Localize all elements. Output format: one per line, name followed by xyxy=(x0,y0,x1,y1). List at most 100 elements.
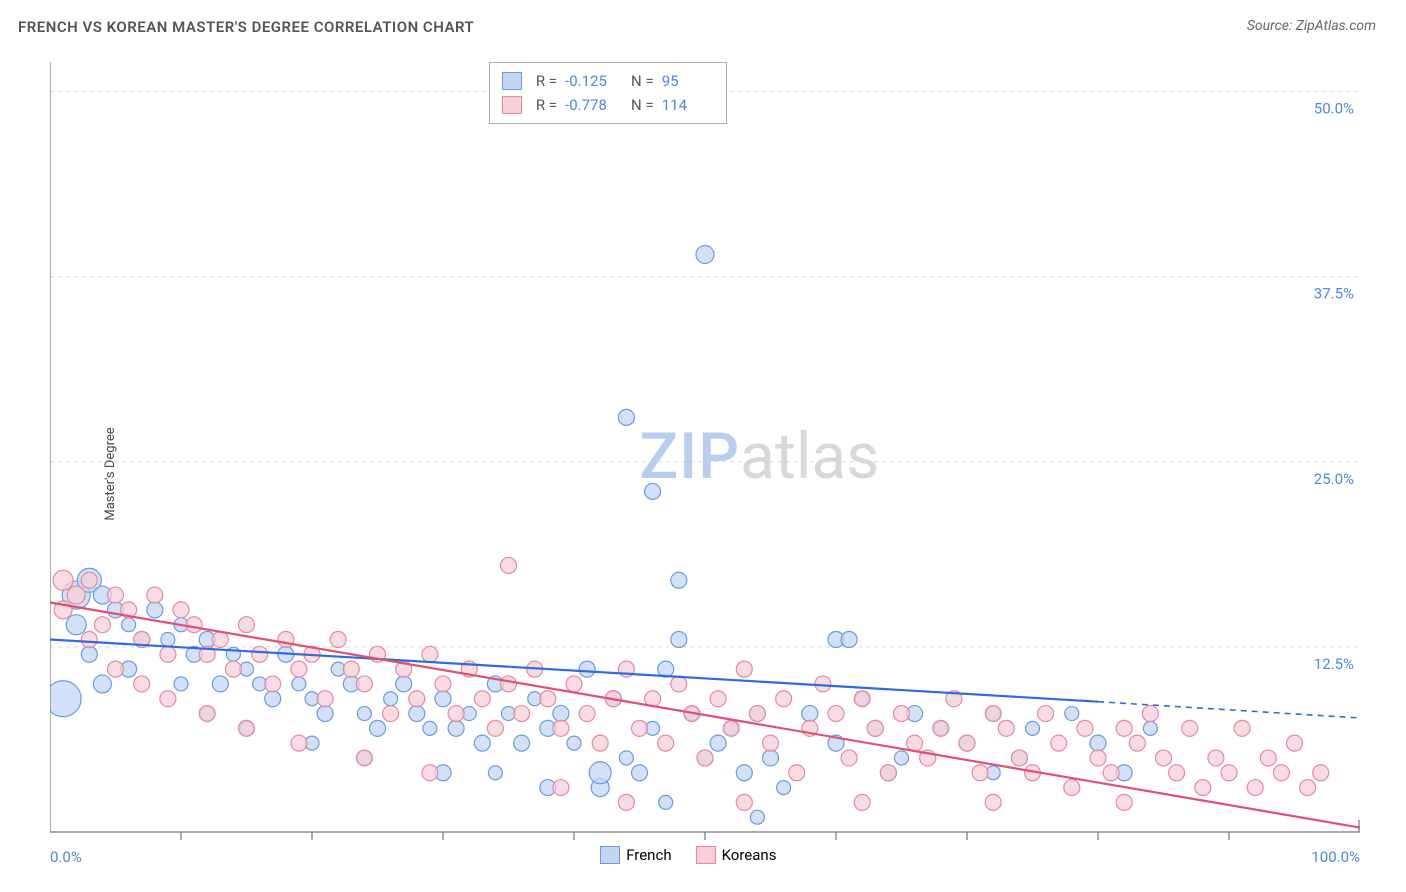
data-point xyxy=(134,676,150,692)
data-point xyxy=(356,676,372,692)
data-point xyxy=(1038,706,1054,722)
data-point xyxy=(553,780,569,796)
data-point xyxy=(1260,750,1276,766)
data-point xyxy=(696,246,714,264)
svg-text:50.0%: 50.0% xyxy=(1314,100,1354,118)
chart-title: FRENCH VS KOREAN MASTER'S DEGREE CORRELA… xyxy=(18,18,474,36)
data-point xyxy=(356,750,372,766)
data-point xyxy=(212,676,228,692)
data-point xyxy=(1143,721,1157,735)
data-point xyxy=(161,633,175,647)
data-point xyxy=(1065,707,1079,721)
data-point xyxy=(619,751,633,765)
svg-text:37.5%: 37.5% xyxy=(1314,285,1354,303)
data-point xyxy=(1208,750,1224,766)
data-point xyxy=(174,677,188,691)
data-point xyxy=(212,632,228,648)
svg-text:0.0%: 0.0% xyxy=(50,848,82,866)
data-point xyxy=(1129,735,1145,751)
n-value: 95 xyxy=(662,72,714,90)
data-point xyxy=(147,587,163,603)
data-point xyxy=(1116,720,1132,736)
data-point xyxy=(671,632,687,648)
data-point xyxy=(736,661,752,677)
legend-item: French xyxy=(600,846,671,864)
data-point xyxy=(867,720,883,736)
data-point xyxy=(317,691,333,707)
data-point xyxy=(1051,735,1067,751)
data-point xyxy=(776,691,792,707)
data-point xyxy=(1064,780,1080,796)
source-attribution: Source: ZipAtlas.com xyxy=(1247,18,1376,34)
data-point xyxy=(1077,720,1093,736)
legend-swatch xyxy=(696,846,716,864)
data-point xyxy=(566,676,582,692)
data-point xyxy=(777,781,791,795)
r-value: -0.125 xyxy=(565,72,617,90)
data-point xyxy=(763,750,779,766)
data-point xyxy=(854,691,870,707)
data-point xyxy=(750,810,764,824)
data-point xyxy=(1195,780,1211,796)
data-point xyxy=(553,706,569,722)
data-point xyxy=(108,587,124,603)
data-point xyxy=(50,681,81,717)
svg-text:25.0%: 25.0% xyxy=(1314,470,1354,488)
data-point xyxy=(736,765,752,781)
data-point xyxy=(448,720,464,736)
data-point xyxy=(632,720,648,736)
trend-line xyxy=(50,602,1360,827)
data-point xyxy=(81,572,97,588)
data-point xyxy=(239,617,255,633)
data-point xyxy=(1169,765,1185,781)
data-point xyxy=(370,720,386,736)
data-point xyxy=(409,691,425,707)
trend-line-extrapolated xyxy=(1098,702,1360,718)
data-point xyxy=(474,735,490,751)
data-point xyxy=(985,794,1001,810)
data-point xyxy=(409,706,425,722)
data-point xyxy=(93,675,111,693)
data-point xyxy=(1011,750,1027,766)
svg-text:ZIPatlas: ZIPatlas xyxy=(640,419,880,494)
data-point xyxy=(1090,735,1106,751)
data-point xyxy=(1156,750,1172,766)
data-point xyxy=(66,615,86,635)
data-point xyxy=(854,794,870,810)
data-point xyxy=(474,691,490,707)
data-point xyxy=(317,706,333,722)
data-point xyxy=(1103,765,1119,781)
data-point xyxy=(789,765,805,781)
legend-item: Koreans xyxy=(696,846,777,864)
data-point xyxy=(659,795,673,809)
data-point xyxy=(880,765,896,781)
data-point xyxy=(108,661,124,677)
data-point xyxy=(710,691,726,707)
data-point xyxy=(448,706,464,722)
data-point xyxy=(671,676,687,692)
data-point xyxy=(540,691,556,707)
data-point xyxy=(422,646,438,662)
data-point xyxy=(239,720,255,736)
data-point xyxy=(291,735,307,751)
data-point xyxy=(488,766,502,780)
data-point xyxy=(343,661,359,677)
data-point xyxy=(895,751,909,765)
data-point xyxy=(1090,750,1106,766)
data-point xyxy=(1221,765,1237,781)
y-axis-label: Master's Degree xyxy=(103,427,118,520)
data-point xyxy=(435,676,451,692)
data-point xyxy=(422,765,438,781)
data-point xyxy=(435,691,451,707)
data-point xyxy=(173,602,189,618)
chart-header: FRENCH VS KOREAN MASTER'S DEGREE CORRELA… xyxy=(0,0,1406,36)
legend-row: R = -0.778 N = 114 xyxy=(502,93,714,117)
data-point xyxy=(723,720,739,736)
data-point xyxy=(671,572,687,588)
data-point xyxy=(985,706,1001,722)
data-point xyxy=(697,750,713,766)
data-point xyxy=(53,570,73,590)
data-point xyxy=(501,557,517,573)
data-point xyxy=(736,794,752,810)
data-point xyxy=(1026,721,1040,735)
